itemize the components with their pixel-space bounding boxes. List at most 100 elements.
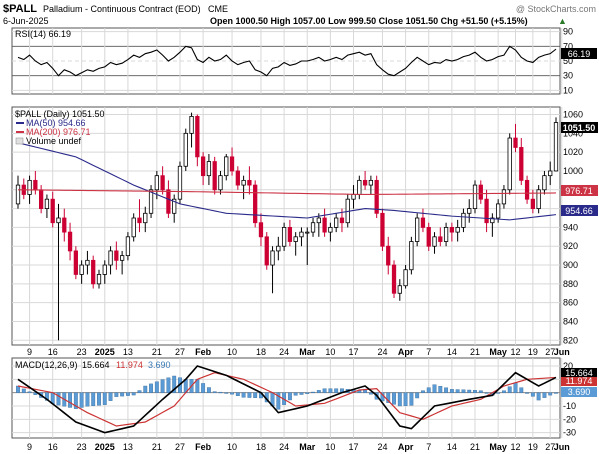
x-tick-label: 24 xyxy=(377,347,387,357)
close-tag-bg xyxy=(561,122,598,133)
x-tick-label: 19 xyxy=(528,347,538,357)
candle-body xyxy=(432,236,437,247)
macd-legend-value: 15.664 xyxy=(82,360,110,370)
macd-hist-bar xyxy=(421,390,425,393)
candle-body xyxy=(496,203,501,219)
candle xyxy=(484,189,489,233)
candle-body xyxy=(403,269,408,287)
x-tick-label: 17 xyxy=(349,442,359,452)
price-legend-main: $PALL (Daily) 1051.50 xyxy=(15,109,105,119)
candle-body xyxy=(501,189,507,205)
signal-line xyxy=(17,372,557,427)
up-arrow-icon: ▲ xyxy=(558,16,567,26)
candle xyxy=(21,178,26,200)
x-tick-label: 12 xyxy=(510,442,520,452)
x-tick-label: 10 xyxy=(227,442,237,452)
x-tick-label: 7 xyxy=(426,442,431,452)
rsi-label: RSI(14) 66.19 xyxy=(15,29,71,39)
signal-value-tag: 11.974 xyxy=(566,376,593,386)
candle xyxy=(270,246,275,294)
macd-hist-bar xyxy=(438,386,443,393)
candle-body xyxy=(33,179,38,191)
macd-hist-bar xyxy=(218,391,223,394)
x-tick-label: Jun xyxy=(554,442,570,452)
candle-body xyxy=(148,189,154,214)
x-tick-label: 21 xyxy=(470,347,480,357)
candle-body xyxy=(310,222,316,233)
chart-name: Palladium - Continuous Contract (EOD) xyxy=(43,4,201,14)
candle-body xyxy=(293,236,298,242)
candle xyxy=(513,123,518,153)
candle xyxy=(200,152,206,186)
hist-tag-bg xyxy=(561,387,597,397)
macd-hist-bar xyxy=(311,391,315,394)
macd-hist-bar xyxy=(44,392,49,401)
candle-body xyxy=(62,217,67,233)
candle xyxy=(553,117,559,172)
candle-body xyxy=(461,212,466,228)
candle-body xyxy=(455,227,460,233)
candle-body xyxy=(328,227,333,233)
candle-body xyxy=(102,264,107,275)
macd-hist-bar xyxy=(91,392,96,406)
candle xyxy=(542,170,547,195)
candle xyxy=(362,170,368,190)
x-tick-label: 27 xyxy=(545,442,555,452)
x-tick-label: 24 xyxy=(279,442,289,452)
x-tick-label: 27 xyxy=(175,347,185,357)
macd-hist-bar xyxy=(484,392,489,394)
price-tick-label: 880 xyxy=(563,279,578,289)
candle-body xyxy=(322,217,327,233)
macd-hist-bar xyxy=(85,392,90,407)
candle-body xyxy=(212,161,217,191)
chart-date: 6-Jun-2025 xyxy=(3,16,49,26)
price-tick-label: 820 xyxy=(563,335,578,345)
candle-body xyxy=(438,236,443,242)
macd-hist-bar xyxy=(496,392,501,394)
price-tick-label: 840 xyxy=(563,316,578,326)
candle xyxy=(438,227,443,247)
candle xyxy=(264,232,269,270)
candle-body xyxy=(143,212,148,224)
candle xyxy=(328,222,333,242)
x-tick-label: 23 xyxy=(77,347,87,357)
rsi-tick-label: 90 xyxy=(563,27,573,37)
price-tick-label: 1020 xyxy=(563,147,583,157)
candle xyxy=(472,180,478,214)
candle xyxy=(490,213,495,237)
candle-body xyxy=(91,259,96,285)
x-tick-label: 23 xyxy=(77,442,87,452)
macd-hist-bar xyxy=(334,388,339,393)
candle xyxy=(73,246,78,280)
candle xyxy=(276,236,281,261)
macd-hist-bar xyxy=(467,389,472,393)
candle-body xyxy=(27,179,32,195)
candle-body xyxy=(79,264,84,275)
candle-body xyxy=(229,156,235,172)
hist-legend-value: 3.690 xyxy=(148,360,171,370)
candle-body xyxy=(160,175,165,191)
candle xyxy=(409,236,414,275)
x-tick-label: May xyxy=(489,442,507,452)
signal-tag-bg xyxy=(561,377,597,386)
price-tick-label: 860 xyxy=(563,298,578,308)
chart-exchange: CME xyxy=(208,4,228,14)
candle xyxy=(91,255,96,289)
x-tick-label: 10 xyxy=(325,347,335,357)
macd-hist-bar xyxy=(519,387,524,393)
candle-body xyxy=(553,122,559,172)
macd-hist-bar xyxy=(322,388,327,393)
macd-hist-bar xyxy=(386,392,391,403)
candle xyxy=(293,232,298,256)
candle xyxy=(368,175,374,195)
candle-body xyxy=(189,116,194,134)
candle xyxy=(374,175,379,219)
ma50-tag-bg xyxy=(561,205,598,216)
macd-hist-bar xyxy=(166,377,171,393)
x-axis-labels-lower: 9 16 23 2025 13 21 27 Feb 10 18 24 Mar 10 17 24 Apr 7 14 2… xyxy=(27,442,570,452)
price-tick-label: 1060 xyxy=(563,110,583,120)
price-legend-volume: Volume undef xyxy=(26,136,82,146)
macd-hist-bar xyxy=(473,390,477,393)
candle-body xyxy=(166,189,171,214)
candle xyxy=(449,222,455,242)
